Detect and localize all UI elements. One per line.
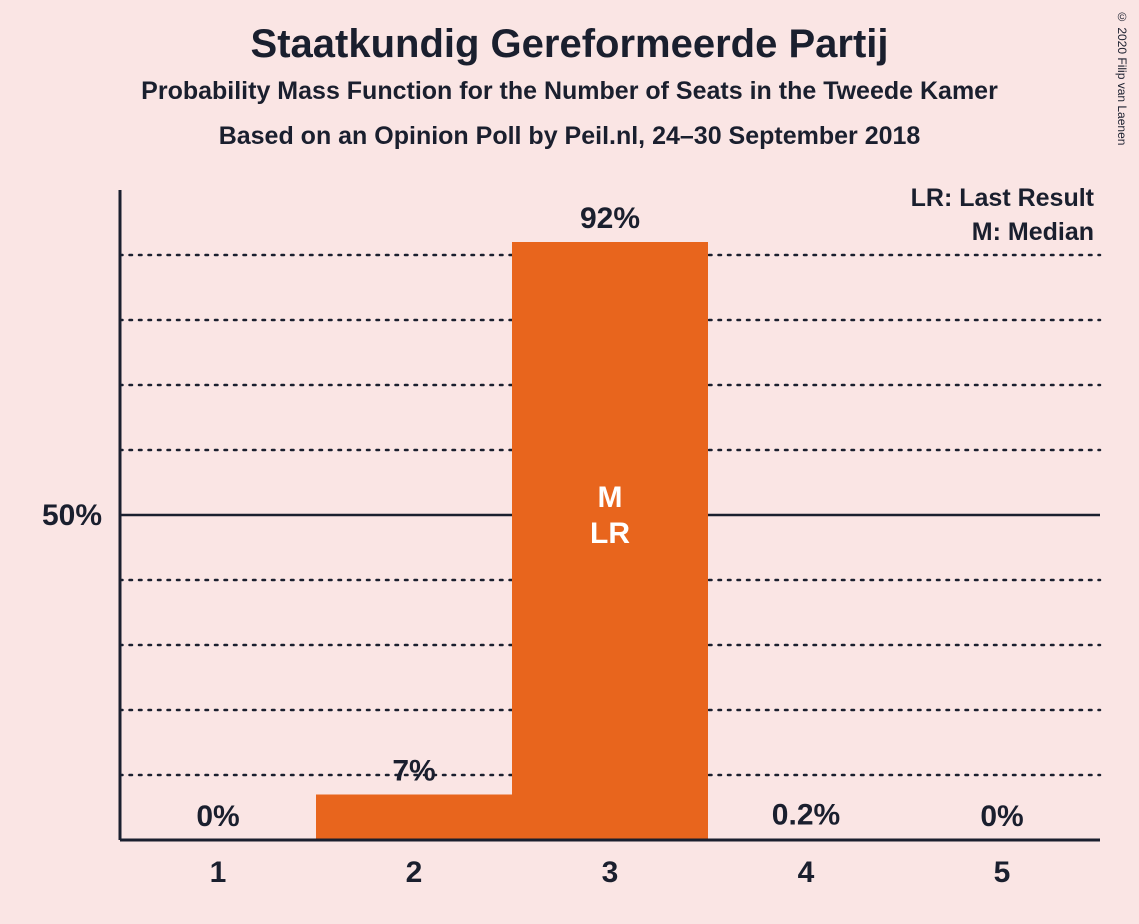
legend-lr: LR: Last Result — [911, 184, 1095, 212]
y-tick-label: 50% — [42, 499, 102, 532]
bar-marker-label: M — [598, 481, 623, 514]
bar-marker-label: LR — [590, 517, 630, 550]
bar-value-label: 92% — [580, 202, 640, 235]
x-tick-label: 4 — [798, 856, 815, 889]
chart-title: Staatkundig Gereformeerde Partij — [0, 0, 1139, 67]
bar-value-label: 0% — [196, 800, 239, 833]
bar-value-label: 0% — [980, 800, 1023, 833]
legend-m: M: Median — [972, 218, 1094, 246]
chart-container: 50% 0% 1 7% 2 92% 3 0.2% 4 0% 5 MLR LR: Last Result M… — [0, 180, 1139, 900]
bar-chart: 50% 0% 1 7% 2 92% 3 0.2% 4 0% 5 MLR LR: Last Result M… — [0, 180, 1139, 900]
x-tick-label: 1 — [210, 856, 227, 889]
chart-subtitle-2: Based on an Opinion Poll by Peil.nl, 24–… — [0, 106, 1139, 151]
x-tick-label: 2 — [406, 856, 423, 889]
bar — [316, 795, 512, 841]
bar-value-label: 7% — [392, 755, 435, 788]
copyright-text: © 2020 Filip van Laenen — [1115, 10, 1129, 145]
x-tick-label: 5 — [994, 856, 1011, 889]
chart-subtitle-1: Probability Mass Function for the Number… — [0, 67, 1139, 106]
x-tick-label: 3 — [602, 856, 619, 889]
bar-value-label: 0.2% — [772, 799, 840, 832]
